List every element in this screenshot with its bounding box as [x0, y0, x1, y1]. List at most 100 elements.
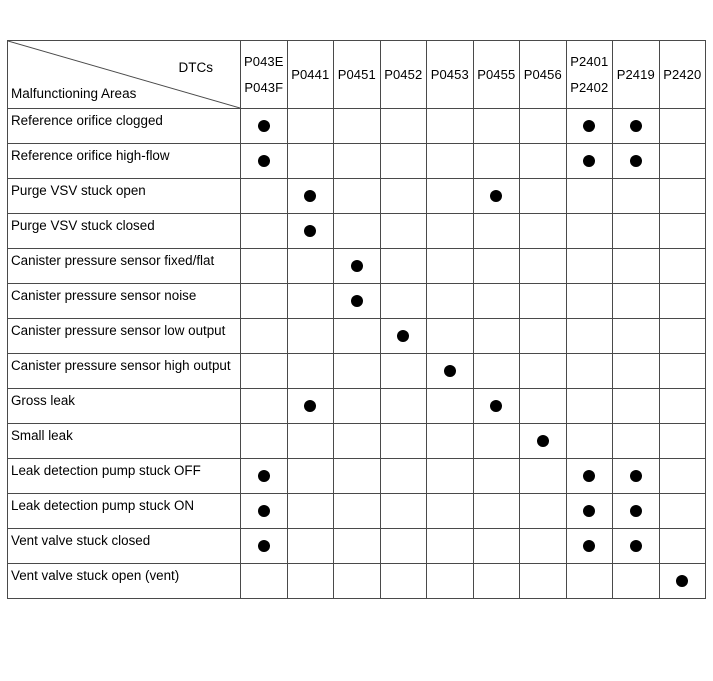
table-row: Reference orifice clogged — [7, 108, 706, 144]
dtc-mark-cell — [472, 178, 520, 214]
empty-cell — [426, 318, 474, 354]
dtc-mark-cell — [565, 108, 613, 144]
empty-cell — [379, 108, 427, 144]
empty-cell — [286, 458, 334, 494]
empty-cell — [426, 143, 474, 179]
empty-cell — [472, 143, 520, 179]
empty-cell — [612, 213, 660, 249]
header-row: DTCs Malfunctioning Areas P043E P043F P044… — [7, 40, 706, 109]
dtc-mark-cell — [565, 458, 613, 494]
dtc-mark-cell — [612, 458, 660, 494]
dtc-mark-cell — [612, 143, 660, 179]
empty-cell — [426, 528, 474, 564]
dtc-mark-dot — [490, 399, 503, 412]
dtc-mark-cell — [426, 353, 474, 389]
malfunctioning-area-label: Purge VSV stuck open — [7, 178, 241, 214]
empty-cell — [426, 458, 474, 494]
empty-cell — [379, 178, 427, 214]
empty-cell — [472, 563, 520, 599]
table-row: Small leak — [7, 423, 706, 459]
empty-cell — [379, 528, 427, 564]
empty-cell — [333, 143, 381, 179]
dtc-mark-cell — [519, 423, 567, 459]
empty-cell — [333, 563, 381, 599]
dtc-column-header-p0452: P0452 — [379, 40, 427, 109]
table-row: Leak detection pump stuck ON — [7, 493, 706, 529]
dtc-column-header-p043e-p043f: P043E P043F — [240, 40, 288, 109]
empty-cell — [426, 248, 474, 284]
dtc-column-header-p2419: P2419 — [612, 40, 660, 109]
dtc-code-label: P043F — [244, 79, 284, 95]
dtc-mark-cell — [612, 528, 660, 564]
empty-cell — [333, 423, 381, 459]
empty-cell — [519, 108, 567, 144]
table-row: Purge VSV stuck open — [7, 178, 706, 214]
dtc-mark-cell — [286, 178, 334, 214]
dtc-code-label: P2420 — [663, 67, 702, 82]
dtc-mark-dot — [536, 434, 549, 447]
table-row: Gross leak — [7, 388, 706, 424]
empty-cell — [658, 213, 706, 249]
empty-cell — [612, 318, 660, 354]
dtc-mark-cell — [472, 388, 520, 424]
dtc-mark-cell — [240, 458, 288, 494]
dtc-mark-cell — [565, 143, 613, 179]
table-row: Purge VSV stuck closed — [7, 213, 706, 249]
dtc-code-label: P043E — [243, 53, 284, 69]
table-row: Reference orifice high-flow — [7, 143, 706, 179]
empty-cell — [426, 388, 474, 424]
empty-cell — [286, 353, 334, 389]
empty-cell — [379, 248, 427, 284]
empty-cell — [519, 458, 567, 494]
empty-cell — [658, 353, 706, 389]
empty-cell — [658, 458, 706, 494]
malfunctioning-area-label: Gross leak — [7, 388, 241, 424]
empty-cell — [286, 493, 334, 529]
malfunctioning-area-label: Canister pressure sensor noise — [7, 283, 241, 319]
empty-cell — [240, 318, 288, 354]
empty-cell — [565, 388, 613, 424]
empty-cell — [565, 563, 613, 599]
empty-cell — [426, 423, 474, 459]
dtc-mark-dot — [629, 539, 642, 552]
empty-cell — [240, 388, 288, 424]
dtc-malfunction-matrix: DTCs Malfunctioning Areas P043E P043F P044… — [7, 40, 706, 599]
empty-cell — [286, 528, 334, 564]
empty-cell — [519, 353, 567, 389]
matrix-body: Reference orifice clogged Reference orifi… — [7, 108, 706, 599]
empty-cell — [379, 458, 427, 494]
corner-malfunctioning-areas-label: Malfunctioning Areas — [11, 86, 137, 101]
empty-cell — [333, 388, 381, 424]
table-row: Canister pressure sensor low output — [7, 318, 706, 354]
empty-cell — [472, 493, 520, 529]
empty-cell — [240, 213, 288, 249]
empty-cell — [565, 248, 613, 284]
malfunctioning-area-label: Small leak — [7, 423, 241, 459]
empty-cell — [658, 283, 706, 319]
table-row: Canister pressure sensor high output — [7, 353, 706, 389]
dtc-mark-dot — [397, 329, 410, 342]
dtc-column-header-p0451: P0451 — [333, 40, 381, 109]
dtc-mark-dot — [629, 504, 642, 517]
dtc-mark-cell — [286, 213, 334, 249]
empty-cell — [333, 493, 381, 529]
dtc-mark-cell — [379, 318, 427, 354]
empty-cell — [472, 458, 520, 494]
corner-header-cell: DTCs Malfunctioning Areas — [7, 40, 241, 109]
dtc-mark-cell — [240, 528, 288, 564]
empty-cell — [565, 318, 613, 354]
empty-cell — [379, 143, 427, 179]
empty-cell — [519, 283, 567, 319]
dtc-code-label: P0455 — [477, 67, 516, 82]
empty-cell — [519, 213, 567, 249]
dtc-mark-dot — [443, 364, 456, 377]
empty-cell — [519, 563, 567, 599]
empty-cell — [379, 423, 427, 459]
dtc-column-header-p2401-p2402: P2401 P2402 — [565, 40, 613, 109]
empty-cell — [286, 318, 334, 354]
malfunctioning-area-label: Purge VSV stuck closed — [7, 213, 241, 249]
empty-cell — [658, 493, 706, 529]
empty-cell — [565, 283, 613, 319]
empty-cell — [472, 213, 520, 249]
